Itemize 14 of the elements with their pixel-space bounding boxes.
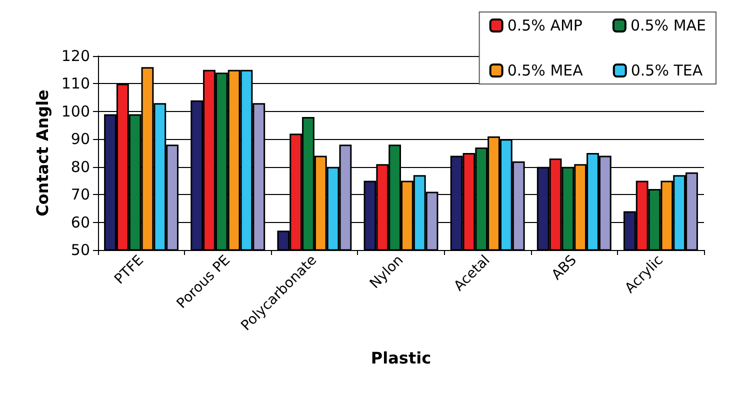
- y-tick-label: 50: [70, 241, 90, 259]
- legend-label: 0.5% MAE: [630, 16, 706, 34]
- y-tick-label: 80: [70, 158, 90, 176]
- y-tick-label: 90: [70, 130, 90, 148]
- y-tick-label: 60: [70, 213, 90, 232]
- y-axis-title: Contact Angle: [32, 89, 52, 216]
- y-tick-label: 70: [70, 186, 90, 204]
- legend-label: 0.5% AMP: [507, 16, 582, 34]
- x-axis-title: Plastic: [370, 348, 432, 368]
- y-tick-label: 120: [61, 47, 90, 65]
- y-tick-label: 110: [61, 74, 90, 93]
- y-tick-label: 100: [61, 102, 90, 120]
- legend-label: 0.5% TEA: [630, 62, 704, 80]
- legend-label: 0.5% MEA: [507, 62, 584, 80]
